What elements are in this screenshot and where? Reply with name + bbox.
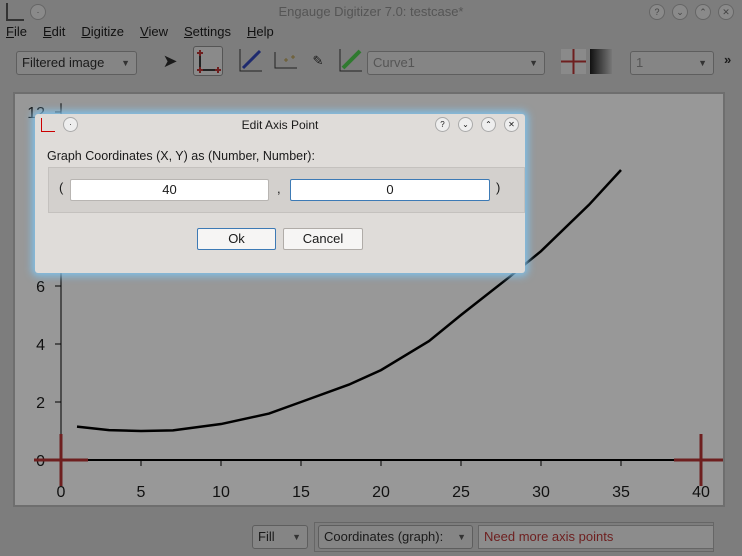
curve-select-value: Curve1 <box>373 55 415 70</box>
chevron-down-icon: ▼ <box>698 58 707 68</box>
app-logo-icon <box>41 118 55 132</box>
y-coordinate-input[interactable]: 0 <box>290 179 490 201</box>
chevron-down-icon: ▼ <box>457 532 466 542</box>
curve-points-icon <box>239 49 262 72</box>
data-curve <box>76 169 622 433</box>
coordinates-mode-value: Coordinates (graph): <box>324 529 444 544</box>
y-tick-label: 4 <box>36 337 45 354</box>
window-title: Engauge Digitizer 7.0: testcase* <box>278 4 464 19</box>
coordinates-label: Graph Coordinates (X, Y) as (Number, Num… <box>47 149 315 163</box>
x-coordinate-input[interactable]: 40 <box>70 179 269 201</box>
status-message: Need more axis points <box>478 525 714 549</box>
menu-view[interactable]: View <box>140 24 168 39</box>
dialog-minimize-button[interactable]: ⌄ <box>458 117 473 132</box>
menu-edit[interactable]: Edit <box>42 24 66 39</box>
menu-settings[interactable]: Settings <box>183 24 231 39</box>
axis-point-tool-button[interactable] <box>193 46 223 76</box>
point-match-tool-button[interactable] <box>270 46 300 76</box>
edit-axis-point-dialog: · Edit Axis Point ? ⌄ ⌃ ✕ Graph Coordina… <box>35 114 525 273</box>
background-mode-value: Filtered image <box>22 55 105 70</box>
crosshair-icon <box>561 49 586 74</box>
coordinates-mode-select[interactable]: Coordinates (graph): ▼ <box>318 525 473 549</box>
dialog-title: Edit Axis Point <box>241 118 319 132</box>
menu-help[interactable]: Help <box>246 24 274 39</box>
curve-select[interactable]: Curve1 ▼ <box>367 51 545 75</box>
axis-point-marker <box>674 434 728 486</box>
axis-point-marker <box>34 434 88 486</box>
close-button[interactable]: ✕ <box>718 4 734 20</box>
dialog-titlebar: · Edit Axis Point ? ⌄ ⌃ ✕ <box>35 114 525 136</box>
close-paren: ) <box>496 180 501 195</box>
fill-mode-select[interactable]: Fill ▼ <box>252 525 308 549</box>
segment-fill-icon <box>339 49 362 72</box>
chevron-down-icon: ▼ <box>292 532 301 542</box>
dialog-menu-button[interactable]: · <box>63 117 78 132</box>
comma: , <box>277 181 281 196</box>
status-group: Coordinates (graph): ▼ Need more axis poi… <box>314 522 714 552</box>
point-match-icon <box>274 52 297 69</box>
digitized-graph: 05101520253035400246112 <box>27 103 728 501</box>
gradient-swatch[interactable] <box>590 49 612 74</box>
eyedropper-icon: ✎ <box>312 53 324 68</box>
help-button[interactable]: ? <box>649 4 665 20</box>
x-tick-label: 30 <box>532 484 550 501</box>
scale-select[interactable]: 1 ▼ <box>630 51 714 75</box>
open-paren: ( <box>59 180 64 195</box>
x-tick-label: 5 <box>137 484 146 501</box>
x-tick-label: 40 <box>692 484 710 501</box>
ok-button[interactable]: Ok <box>197 228 276 250</box>
dialog-help-button[interactable]: ? <box>435 117 450 132</box>
x-tick-label: 25 <box>452 484 470 501</box>
scale-value: 1 <box>636 55 644 70</box>
window-menu-button[interactable]: · <box>30 4 46 20</box>
color-picker-tool-button[interactable]: ✎ <box>303 46 333 76</box>
segment-fill-tool-button[interactable] <box>335 46 365 76</box>
dialog-maximize-button[interactable]: ⌃ <box>481 117 496 132</box>
fill-mode-value: Fill <box>258 529 275 544</box>
x-tick-label: 10 <box>212 484 230 501</box>
y-tick-label: 2 <box>36 395 45 412</box>
chevron-down-icon: ▼ <box>529 58 538 68</box>
curve-point-tool-button[interactable] <box>235 46 265 76</box>
maximize-button[interactable]: ⌃ <box>695 4 711 20</box>
menu-bar: File Edit Digitize View Settings Help <box>6 24 274 42</box>
menu-file[interactable]: File <box>6 24 27 39</box>
x-tick-label: 15 <box>292 484 310 501</box>
dialog-close-button[interactable]: ✕ <box>504 117 519 132</box>
toolbar-overflow-button[interactable]: » <box>724 52 732 67</box>
y-tick-label: 6 <box>36 279 45 296</box>
chevron-down-icon: ▼ <box>121 58 130 68</box>
cursor-arrow-icon: ➤ <box>162 51 178 71</box>
x-tick-label: 0 <box>57 484 66 501</box>
x-tick-label: 20 <box>372 484 390 501</box>
background-mode-select[interactable]: Filtered image ▼ <box>16 51 137 75</box>
cancel-button[interactable]: Cancel <box>283 228 363 250</box>
app-logo-icon <box>6 3 24 21</box>
select-tool-button[interactable]: ➤ <box>155 46 185 76</box>
window-titlebar: · Engauge Digitizer 7.0: testcase* ? ⌄ ⌃… <box>0 0 742 24</box>
coordinates-group: ( 40 , 0 ) <box>48 167 525 213</box>
x-tick-label: 35 <box>612 484 630 501</box>
minimize-button[interactable]: ⌄ <box>672 4 688 20</box>
menu-digitize[interactable]: Digitize <box>81 24 125 39</box>
axis-points-icon <box>197 50 221 73</box>
checklist-guide-button[interactable] <box>561 49 586 74</box>
